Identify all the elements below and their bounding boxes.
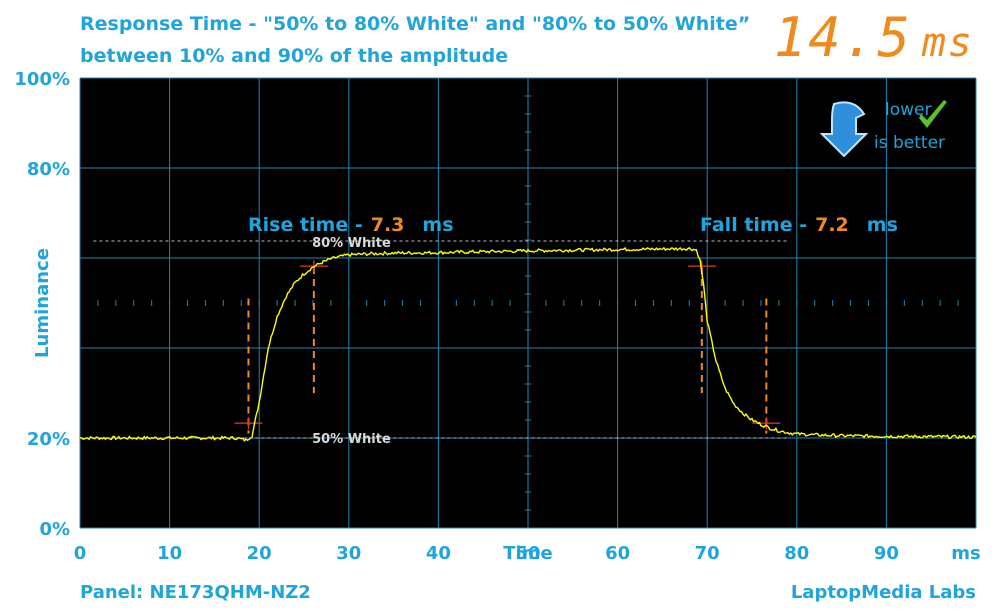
chart-title: Response Time - "50% to 80% White" and "…: [80, 8, 750, 72]
y-tick-label: 20%: [27, 429, 70, 450]
grid: [79, 77, 977, 529]
y-tick-label: 0%: [39, 519, 70, 540]
x-tick-label: 10: [157, 543, 182, 564]
x-tick-label: 30: [336, 543, 361, 564]
brand-label: LaptopMedia Labs: [790, 582, 976, 603]
fall-time-unit: ms: [867, 214, 898, 236]
badge-line-1: lower: [885, 100, 931, 120]
y-tick-label: 80%: [27, 159, 70, 180]
x-tick-labels: 0 10 20 30 40 50 60 70 80 90: [74, 543, 899, 564]
x-tick-label: 0: [74, 543, 87, 564]
checkmark-icon: [919, 100, 947, 128]
response-time-unit: ms: [921, 20, 974, 66]
x-tick-label: 80: [784, 543, 809, 564]
rise-time-annotation: Rise time - 7.3 ms: [248, 214, 454, 236]
y-axis-label: Luminance: [32, 248, 53, 358]
down-arrow-icon: [819, 101, 869, 158]
y-tick-labels: 0% 20% 80% 100%: [14, 69, 70, 540]
rise-time-value: 7.3: [371, 214, 405, 236]
rise-time-unit: ms: [422, 214, 453, 236]
response-time-number: 14.5: [773, 6, 912, 69]
fall-time-annotation: Fall time - 7.2 ms: [700, 214, 898, 236]
luminance-trace: [79, 246, 977, 442]
fall-time-label: Fall time -: [700, 214, 807, 236]
response-time-value: 14.5 ms: [774, 6, 974, 69]
x-tick-label: 20: [247, 543, 272, 564]
ref-label-50: 50% White: [312, 432, 391, 447]
x-tick-label: 60: [605, 543, 630, 564]
x-tick-label: 50: [515, 543, 540, 564]
rise-time-label: Rise time -: [248, 214, 363, 236]
title-line-2: between 10% and 90% of the amplitude: [80, 45, 509, 67]
y-tick-label: 100%: [14, 69, 70, 90]
title-line-1: Response Time - "50% to 80% White" and "…: [80, 13, 751, 35]
panel-label: Panel: NE173QHM-NZ2: [80, 582, 311, 603]
ref-label-80: 80% White: [312, 236, 391, 251]
lower-is-better-badge: lower is better: [819, 100, 947, 158]
badge-line-2: is better: [874, 133, 945, 153]
x-tick-label: 40: [426, 543, 451, 564]
fall-time-value: 7.2: [815, 214, 849, 236]
x-tick-label: 70: [695, 543, 720, 564]
x-axis-unit: ms: [951, 543, 980, 564]
x-axis-label: Time: [503, 543, 552, 564]
x-tick-label: 90: [874, 543, 899, 564]
